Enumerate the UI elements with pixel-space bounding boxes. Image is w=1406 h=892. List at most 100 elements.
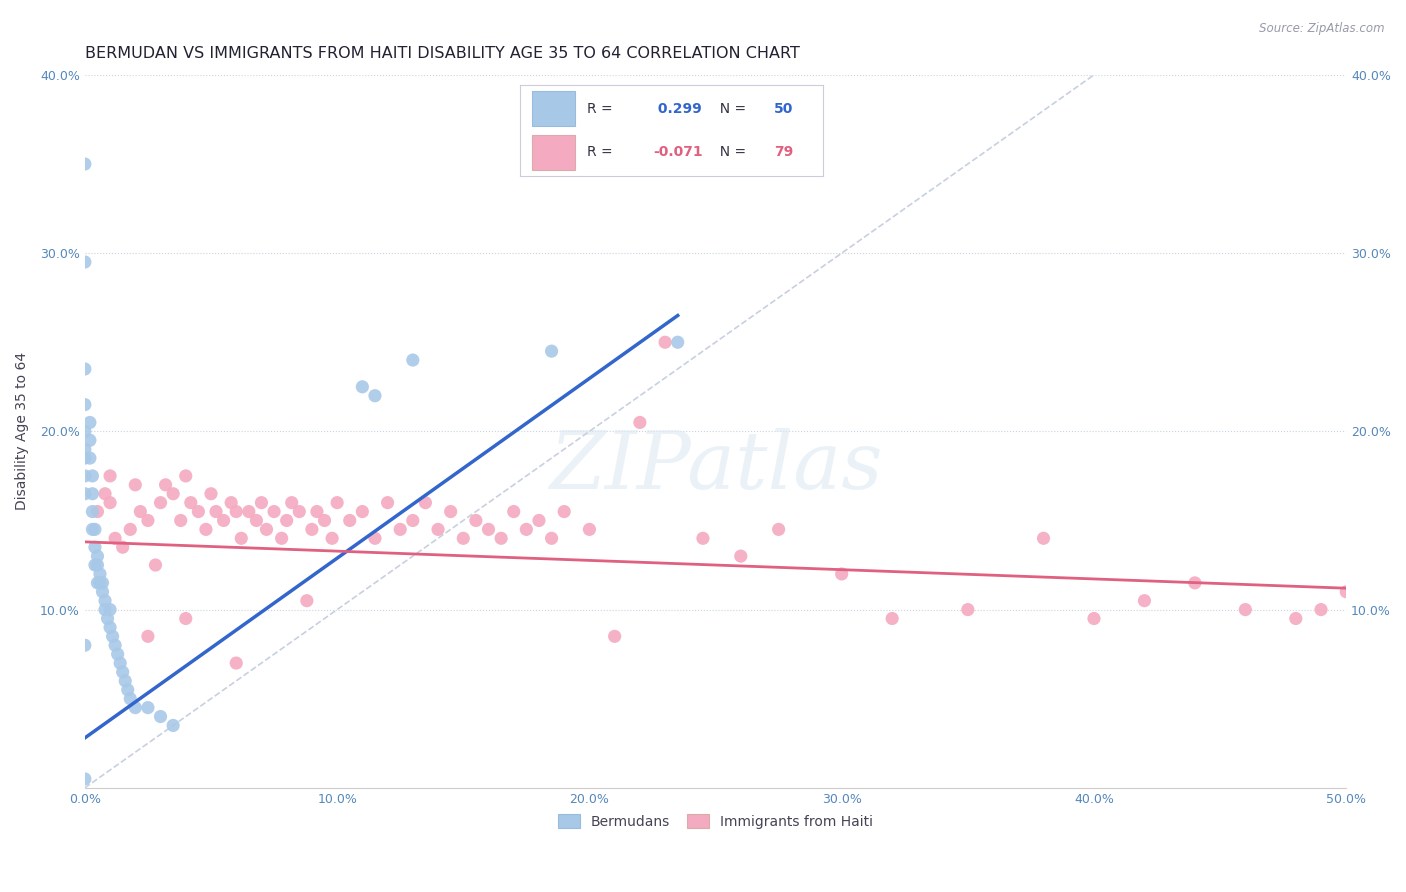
Point <box>238 505 260 519</box>
Point <box>94 487 117 501</box>
Point <box>98 469 121 483</box>
Point <box>288 505 311 519</box>
Point <box>692 531 714 545</box>
Point <box>654 335 676 350</box>
Point <box>82 522 104 536</box>
Point <box>263 505 285 519</box>
Point <box>120 691 142 706</box>
Point <box>86 549 108 563</box>
Point <box>91 575 114 590</box>
Point <box>117 682 139 697</box>
Point <box>402 353 425 368</box>
Point <box>276 513 298 527</box>
Point <box>540 531 562 545</box>
Point <box>129 505 152 519</box>
Point <box>136 513 159 527</box>
Point <box>73 157 96 171</box>
Point <box>321 531 343 545</box>
Text: ZIPatlas: ZIPatlas <box>548 428 883 506</box>
Point <box>219 496 242 510</box>
Point <box>84 522 107 536</box>
Point <box>91 584 114 599</box>
Point <box>1184 575 1206 590</box>
Point <box>489 531 512 545</box>
Point <box>415 496 437 510</box>
Point <box>200 487 222 501</box>
Point <box>73 638 96 652</box>
Point <box>256 522 278 536</box>
Text: Source: ZipAtlas.com: Source: ZipAtlas.com <box>1260 22 1385 36</box>
Point <box>145 558 167 572</box>
Text: BERMUDAN VS IMMIGRANTS FROM HAITI DISABILITY AGE 35 TO 64 CORRELATION CHART: BERMUDAN VS IMMIGRANTS FROM HAITI DISABI… <box>84 46 800 62</box>
Point <box>1083 611 1105 625</box>
Point <box>101 629 124 643</box>
Point <box>464 513 486 527</box>
Point <box>427 522 450 536</box>
Point <box>364 531 387 545</box>
Point <box>82 505 104 519</box>
Point <box>477 522 499 536</box>
Point <box>250 496 273 510</box>
Point <box>187 505 209 519</box>
Point <box>245 513 267 527</box>
Point <box>301 522 323 536</box>
Point <box>79 416 101 430</box>
Point <box>1234 602 1257 616</box>
Point <box>170 513 193 527</box>
Point <box>212 513 235 527</box>
Point <box>174 611 197 625</box>
Point <box>94 593 117 607</box>
Point <box>73 255 96 269</box>
Legend: Bermudans, Immigrants from Haiti: Bermudans, Immigrants from Haiti <box>553 808 879 834</box>
Point <box>124 700 146 714</box>
Point <box>73 442 96 457</box>
Point <box>314 513 336 527</box>
Point <box>377 496 399 510</box>
Point <box>111 540 134 554</box>
Point <box>107 647 129 661</box>
Point <box>124 478 146 492</box>
Point <box>231 531 253 545</box>
Point <box>162 718 184 732</box>
Point <box>956 602 979 616</box>
Point <box>98 602 121 616</box>
Point <box>98 620 121 634</box>
Point <box>73 487 96 501</box>
Point <box>225 505 247 519</box>
Point <box>666 335 689 350</box>
Point <box>295 593 318 607</box>
Point <box>79 451 101 466</box>
Point <box>225 656 247 670</box>
Point <box>515 522 537 536</box>
Point <box>553 505 575 519</box>
Point <box>1285 611 1308 625</box>
Point <box>73 398 96 412</box>
Point <box>194 522 217 536</box>
Point <box>1032 531 1054 545</box>
Point <box>352 505 374 519</box>
Point <box>89 575 111 590</box>
Point <box>73 469 96 483</box>
Point <box>162 487 184 501</box>
Point <box>84 558 107 572</box>
Point <box>149 496 172 510</box>
Point <box>73 772 96 786</box>
Point <box>339 513 361 527</box>
Point <box>831 566 853 581</box>
Point <box>96 611 118 625</box>
Point <box>104 638 127 652</box>
Point <box>326 496 349 510</box>
Point <box>155 478 177 492</box>
Point <box>114 673 136 688</box>
Point <box>502 505 524 519</box>
Point <box>86 558 108 572</box>
Point <box>280 496 302 510</box>
Point <box>730 549 752 563</box>
Point <box>136 700 159 714</box>
Point <box>1310 602 1333 616</box>
Point <box>882 611 904 625</box>
Point <box>86 575 108 590</box>
Point <box>768 522 790 536</box>
Point <box>174 469 197 483</box>
Point <box>180 496 202 510</box>
